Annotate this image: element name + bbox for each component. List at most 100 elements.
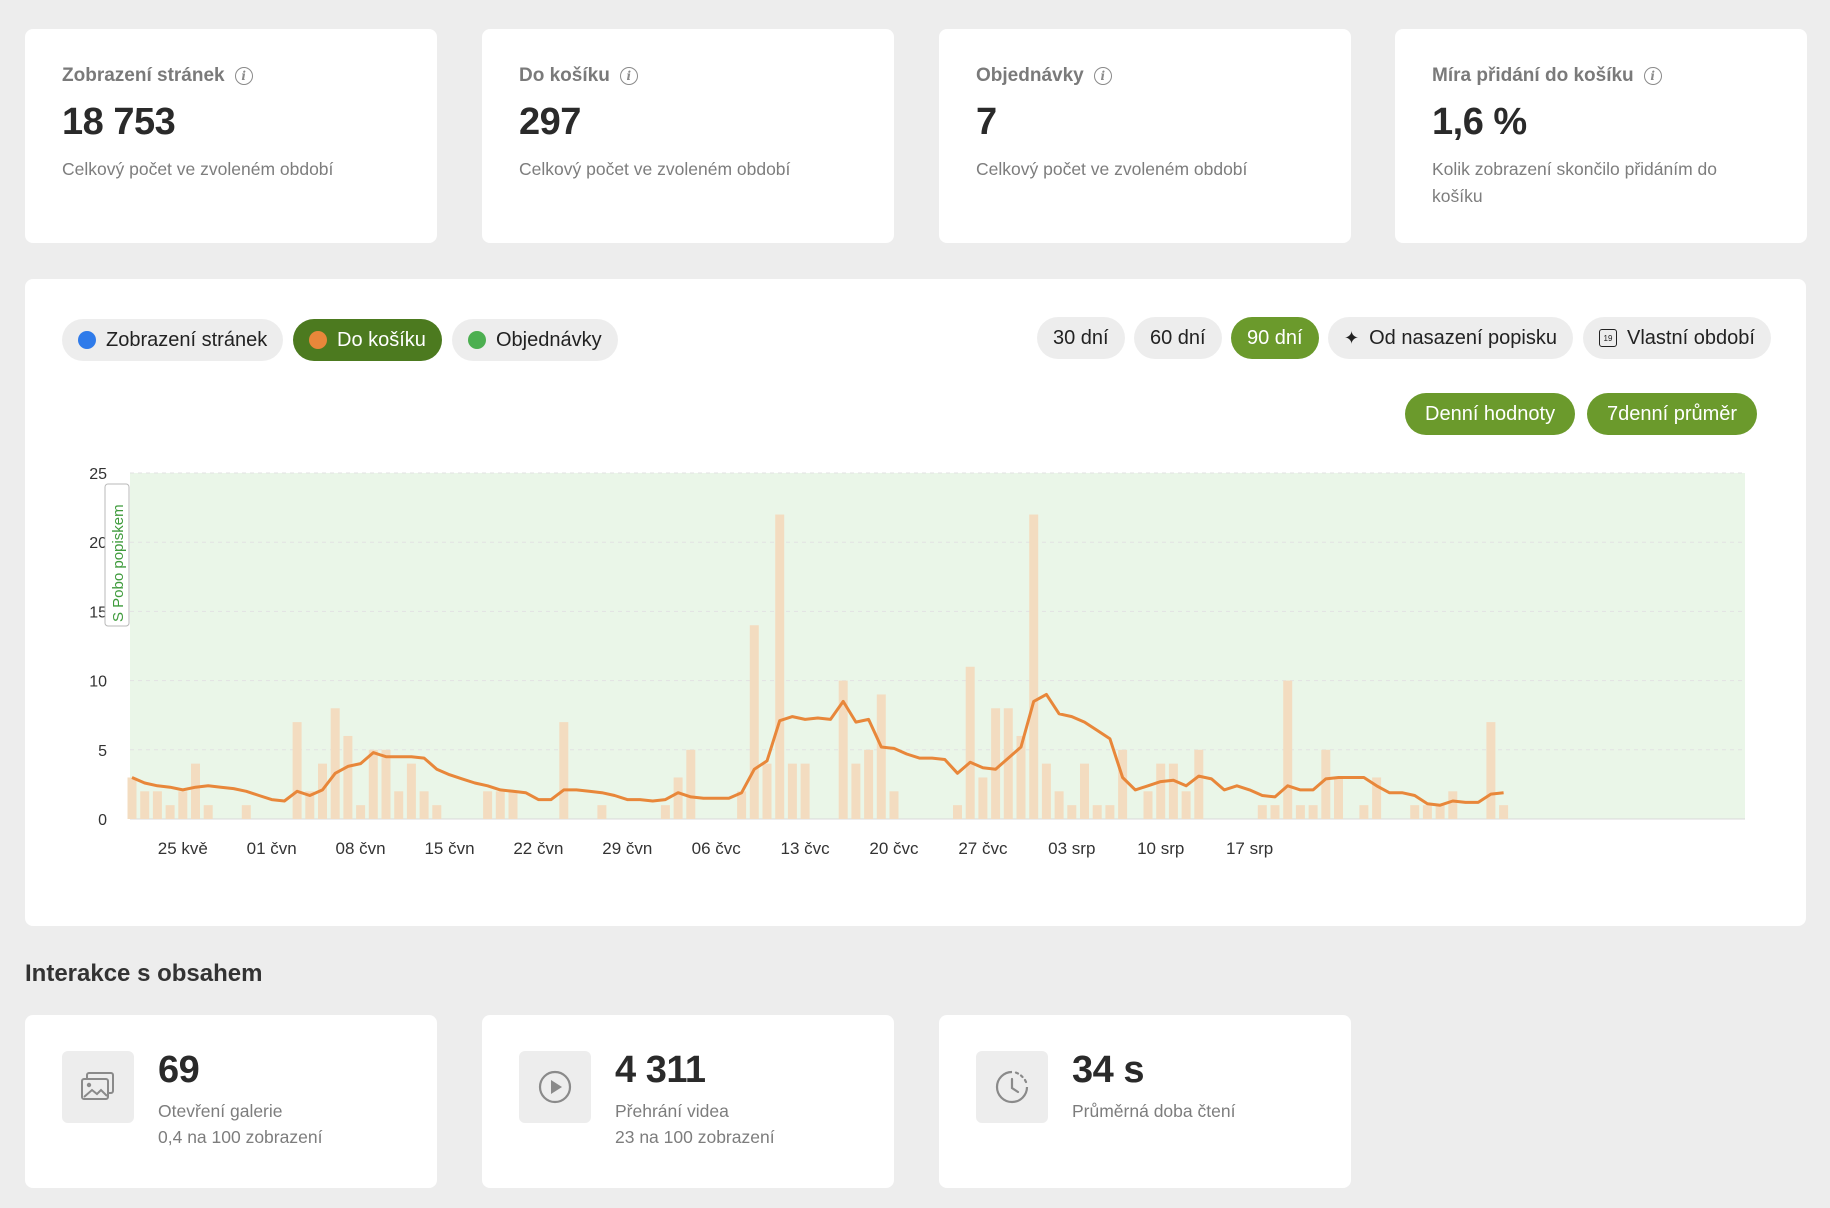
y-tick-label: 5 [98, 743, 107, 760]
bar [1422, 805, 1432, 819]
info-icon[interactable]: i [1093, 67, 1112, 85]
bar [495, 791, 505, 819]
x-tick-label: 15 čvn [424, 839, 474, 858]
bar [1283, 680, 1293, 819]
bar [1435, 805, 1445, 819]
x-tick-label: 29 čvn [602, 839, 652, 858]
stat-desc: Celkový počet ve zvoleném období [62, 159, 334, 179]
section-title: Interakce s obsahem [25, 960, 263, 987]
range-custom-button[interactable]: 19 Vlastní období [1583, 317, 1771, 359]
info-icon[interactable]: i [234, 67, 253, 85]
series-toggle-label: Zobrazení stránek [106, 328, 268, 351]
stat-value: 7 [976, 101, 997, 143]
y-tick-label: 10 [89, 674, 107, 691]
x-tick-label: 06 čvc [692, 839, 742, 858]
bar [508, 791, 518, 819]
green-dot-icon [468, 331, 486, 349]
bar [1194, 749, 1204, 819]
bar [660, 805, 670, 819]
y-tick-label: 0 [98, 812, 107, 829]
series-toggle-add-to-cart[interactable]: Do košíku [293, 319, 442, 361]
bar [889, 791, 899, 819]
stat-value: 18 753 [62, 101, 176, 143]
bar [305, 791, 315, 819]
stat-desc: Kolik zobrazení skončilo přidáním do koš… [1432, 159, 1718, 206]
bar [800, 763, 810, 819]
bar [876, 694, 886, 819]
bar [775, 514, 785, 819]
bar [178, 791, 188, 819]
seven-day-average-button[interactable]: 7denní průměr [1587, 393, 1758, 435]
bar [1029, 514, 1039, 819]
bar [127, 777, 137, 819]
stat-card-orders: Objednávky i 7 Celkový počet ve zvoleném … [939, 29, 1351, 243]
range-since-label-button[interactable]: ✦ Od nasazení popisku [1328, 317, 1573, 359]
range-60-days-button[interactable]: 60 dní [1134, 317, 1222, 359]
stat-desc: Celkový počet ve zvoleném období [519, 159, 791, 179]
range-label: 30 dní [1053, 326, 1109, 349]
interaction-card-video: 4 311 Přehrání videa 23 na 100 zobrazení [482, 1015, 894, 1188]
blue-dot-icon [78, 331, 96, 349]
highlight-region [130, 473, 1745, 819]
bar [1168, 763, 1178, 819]
range-label: 90 dní [1247, 326, 1303, 349]
bar [1372, 777, 1382, 819]
interaction-label: Přehrání videa [615, 1101, 729, 1121]
range-label: Vlastní období [1627, 326, 1755, 349]
series-toggle-orders[interactable]: Objednávky [452, 319, 618, 361]
stat-card-cart-rate: Míra přidání do košíku i 1,6 % Kolik zobr… [1395, 29, 1807, 243]
bar [1359, 805, 1369, 819]
bar [1308, 805, 1318, 819]
mode-label: Denní hodnoty [1425, 402, 1556, 425]
interaction-value: 69 [158, 1049, 200, 1091]
x-tick-label: 03 srp [1048, 839, 1095, 858]
bar [419, 791, 429, 819]
y-tick-label: 20 [89, 535, 107, 552]
interaction-value: 4 311 [615, 1049, 706, 1091]
bar [978, 777, 988, 819]
bar [1067, 805, 1077, 819]
bar [1105, 805, 1115, 819]
bar [381, 749, 391, 819]
info-icon[interactable]: i [1643, 67, 1662, 85]
bar [1270, 805, 1280, 819]
bar [737, 791, 747, 819]
x-tick-label: 17 srp [1226, 839, 1273, 858]
bar [1499, 805, 1509, 819]
stat-value: 1,6 % [1432, 101, 1527, 143]
bar [406, 763, 416, 819]
stat-label: Do košíku [519, 65, 610, 86]
clock-icon [995, 1070, 1029, 1104]
range-90-days-button[interactable]: 90 dní [1231, 317, 1319, 359]
bar [1041, 763, 1051, 819]
info-icon[interactable]: i [619, 67, 638, 85]
x-tick-label: 08 čvn [336, 839, 386, 858]
series-toggle-label: Objednávky [496, 328, 602, 351]
bar [991, 708, 1001, 819]
bar [165, 805, 175, 819]
bar [1181, 791, 1191, 819]
bar [851, 763, 861, 819]
interaction-sub: 0,4 na 100 zobrazení [158, 1127, 323, 1147]
daily-values-button[interactable]: Denní hodnoty [1405, 393, 1576, 435]
x-tick-label: 13 čvc [781, 839, 831, 858]
bar [1410, 805, 1420, 819]
bar [559, 722, 569, 819]
bar [1334, 777, 1343, 819]
bar [762, 763, 772, 819]
range-30-days-button[interactable]: 30 dní [1037, 317, 1125, 359]
bar [191, 763, 200, 819]
interaction-sub: 23 na 100 zobrazení [615, 1127, 775, 1147]
bar [838, 680, 848, 819]
gallery-icon [81, 1072, 114, 1100]
sparkle-icon: ✦ [1344, 327, 1360, 348]
bar [330, 708, 340, 819]
annotation-box [104, 483, 130, 627]
series-toggle-page-views[interactable]: Zobrazení stránek [62, 319, 284, 361]
bar [597, 805, 607, 819]
interaction-card-gallery: 69 Otevření galerie 0,4 na 100 zobrazení [25, 1015, 437, 1188]
bar [1080, 763, 1089, 819]
bar [343, 735, 353, 819]
stat-label: Míra přidání do košíku [1432, 65, 1634, 86]
bar [965, 666, 975, 819]
